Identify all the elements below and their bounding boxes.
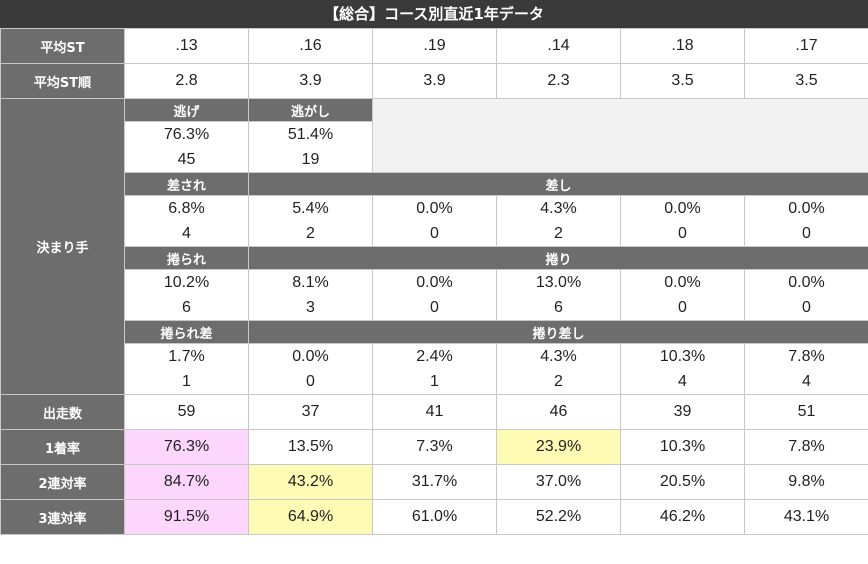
win-rate-cell: 10.3% bbox=[620, 429, 745, 465]
makurisasi-value-cell: 7.8% 4 bbox=[744, 343, 868, 395]
table-row-win-rate: 1着率 76.3% 13.5% 7.3% 23.9% 10.3% 7.8% bbox=[0, 429, 868, 465]
makurare-header: 捲られ bbox=[124, 246, 249, 270]
kimarite-makurisasi-header-row: 捲られ差 捲り差し bbox=[1, 320, 868, 344]
starts-cell: 41 bbox=[372, 394, 497, 430]
top3-rate-cell: 91.5% bbox=[124, 499, 249, 535]
avg-st-rank-cell: 2.3 bbox=[496, 63, 621, 99]
makurisasi-value-cell: 1.7% 1 bbox=[124, 343, 249, 395]
sashi-header: 差し bbox=[248, 172, 868, 196]
top3-rate-cell: 64.9% bbox=[248, 499, 373, 535]
nigashi-header: 逃がし bbox=[248, 98, 373, 122]
starts-cell: 51 bbox=[744, 394, 868, 430]
row-label-win-rate: 1着率 bbox=[0, 429, 125, 465]
nige-header: 逃げ bbox=[124, 98, 249, 122]
makuri-value-cell: 13.0% 6 bbox=[496, 269, 621, 321]
row-label-starts: 出走数 bbox=[0, 394, 125, 430]
table-title: 【総合】コース別直近1年データ bbox=[0, 0, 868, 28]
kimarite-sasi-values-row: 6.8% 4 5.4% 2 0.0% 0 4.3% 2 0.0% 0 0.0% 0 bbox=[1, 195, 868, 247]
avg-st-cell: .18 bbox=[620, 28, 745, 64]
top2-rate-cell: 43.2% bbox=[248, 464, 373, 500]
starts-cell: 59 bbox=[124, 394, 249, 430]
top2-rate-cell: 84.7% bbox=[124, 464, 249, 500]
avg-st-rank-cell: 3.9 bbox=[372, 63, 497, 99]
sasi-value-cell: 5.4% 2 bbox=[248, 195, 373, 247]
kimarite-nige-header-row: 決まり手 逃げ 逃がし bbox=[0, 98, 868, 395]
avg-st-cell: .17 bbox=[744, 28, 868, 64]
top2-rate-cell: 37.0% bbox=[496, 464, 621, 500]
kimarite-makurisasi-values-row: 1.7% 1 0.0% 0 2.4% 1 4.3% 2 10.3% 4 7.8% 4 bbox=[1, 343, 868, 395]
win-rate-cell: 7.3% bbox=[372, 429, 497, 465]
top2-rate-cell: 9.8% bbox=[744, 464, 868, 500]
makuri-value-cell: 10.2% 6 bbox=[124, 269, 249, 321]
row-label-avg-st-rank: 平均ST順 bbox=[0, 63, 125, 99]
row-label-kimarite: 決まり手 bbox=[0, 98, 125, 395]
table-row-starts: 出走数 59 37 41 46 39 51 bbox=[0, 394, 868, 430]
kimarite-makuri-header-row: 捲られ 捲り bbox=[1, 246, 868, 270]
makurisasi-value-cell: 0.0% 0 bbox=[248, 343, 373, 395]
avg-st-cell: .19 bbox=[372, 28, 497, 64]
top3-rate-cell: 52.2% bbox=[496, 499, 621, 535]
win-rate-cell: 23.9% bbox=[496, 429, 621, 465]
starts-cell: 37 bbox=[248, 394, 373, 430]
avg-st-cell: .14 bbox=[496, 28, 621, 64]
top3-rate-cell: 43.1% bbox=[744, 499, 868, 535]
kimarite-nige-values-row: 76.3% 45 51.4% 19 bbox=[1, 121, 868, 173]
top2-rate-cell: 31.7% bbox=[372, 464, 497, 500]
table-row-top2-rate: 2連対率 84.7% 43.2% 31.7% 37.0% 20.5% 9.8% bbox=[0, 464, 868, 500]
kimarite-sasi-header-row: 差され 差し bbox=[1, 172, 868, 196]
table-row-avg-st: 平均ST .13 .16 .19 .14 .18 .17 bbox=[0, 28, 868, 64]
makuri-value-cell: 8.1% 3 bbox=[248, 269, 373, 321]
row-label-avg-st: 平均ST bbox=[0, 28, 125, 64]
starts-cell: 46 bbox=[496, 394, 621, 430]
sasi-value-cell: 0.0% 0 bbox=[372, 195, 497, 247]
makuri-header: 捲り bbox=[248, 246, 868, 270]
avg-st-rank-cell: 3.5 bbox=[620, 63, 745, 99]
starts-cell: 39 bbox=[620, 394, 745, 430]
sasare-header: 差され bbox=[124, 172, 249, 196]
avg-st-cell: .16 bbox=[248, 28, 373, 64]
top3-rate-cell: 46.2% bbox=[620, 499, 745, 535]
top3-rate-cell: 61.0% bbox=[372, 499, 497, 535]
row-label-top3-rate: 3連対率 bbox=[0, 499, 125, 535]
makuri-value-cell: 0.0% 0 bbox=[744, 269, 868, 321]
empty-block bbox=[372, 98, 868, 173]
makurare-sa-header: 捲られ差 bbox=[124, 320, 249, 344]
makurisasi-value-cell: 10.3% 4 bbox=[620, 343, 745, 395]
sasi-value-cell: 0.0% 0 bbox=[744, 195, 868, 247]
win-rate-cell: 76.3% bbox=[124, 429, 249, 465]
makurisashi-header: 捲り差し bbox=[248, 320, 868, 344]
top2-rate-cell: 20.5% bbox=[620, 464, 745, 500]
sasi-value-cell: 6.8% 4 bbox=[124, 195, 249, 247]
sasi-value-cell: 0.0% 0 bbox=[620, 195, 745, 247]
makurisasi-value-cell: 4.3% 2 bbox=[496, 343, 621, 395]
avg-st-rank-cell: 3.9 bbox=[248, 63, 373, 99]
win-rate-cell: 13.5% bbox=[248, 429, 373, 465]
table-row-avg-st-rank: 平均ST順 2.8 3.9 3.9 2.3 3.5 3.5 bbox=[0, 63, 868, 99]
course-data-table: 平均ST .13 .16 .19 .14 .18 .17 平均ST順 2.8 3… bbox=[0, 28, 868, 535]
table-row-top3-rate: 3連対率 91.5% 64.9% 61.0% 52.2% 46.2% 43.1% bbox=[0, 499, 868, 535]
avg-st-rank-cell: 2.8 bbox=[124, 63, 249, 99]
row-label-top2-rate: 2連対率 bbox=[0, 464, 125, 500]
avg-st-rank-cell: 3.5 bbox=[744, 63, 868, 99]
nige-value-cell: 76.3% 45 bbox=[124, 121, 249, 173]
kimarite-makuri-values-row: 10.2% 6 8.1% 3 0.0% 0 13.0% 6 0.0% 0 0.0% 0 bbox=[1, 269, 868, 321]
makuri-value-cell: 0.0% 0 bbox=[372, 269, 497, 321]
win-rate-cell: 7.8% bbox=[744, 429, 868, 465]
nige-value-cell: 51.4% 19 bbox=[248, 121, 373, 173]
avg-st-cell: .13 bbox=[124, 28, 249, 64]
sasi-value-cell: 4.3% 2 bbox=[496, 195, 621, 247]
makuri-value-cell: 0.0% 0 bbox=[620, 269, 745, 321]
makurisasi-value-cell: 2.4% 1 bbox=[372, 343, 497, 395]
